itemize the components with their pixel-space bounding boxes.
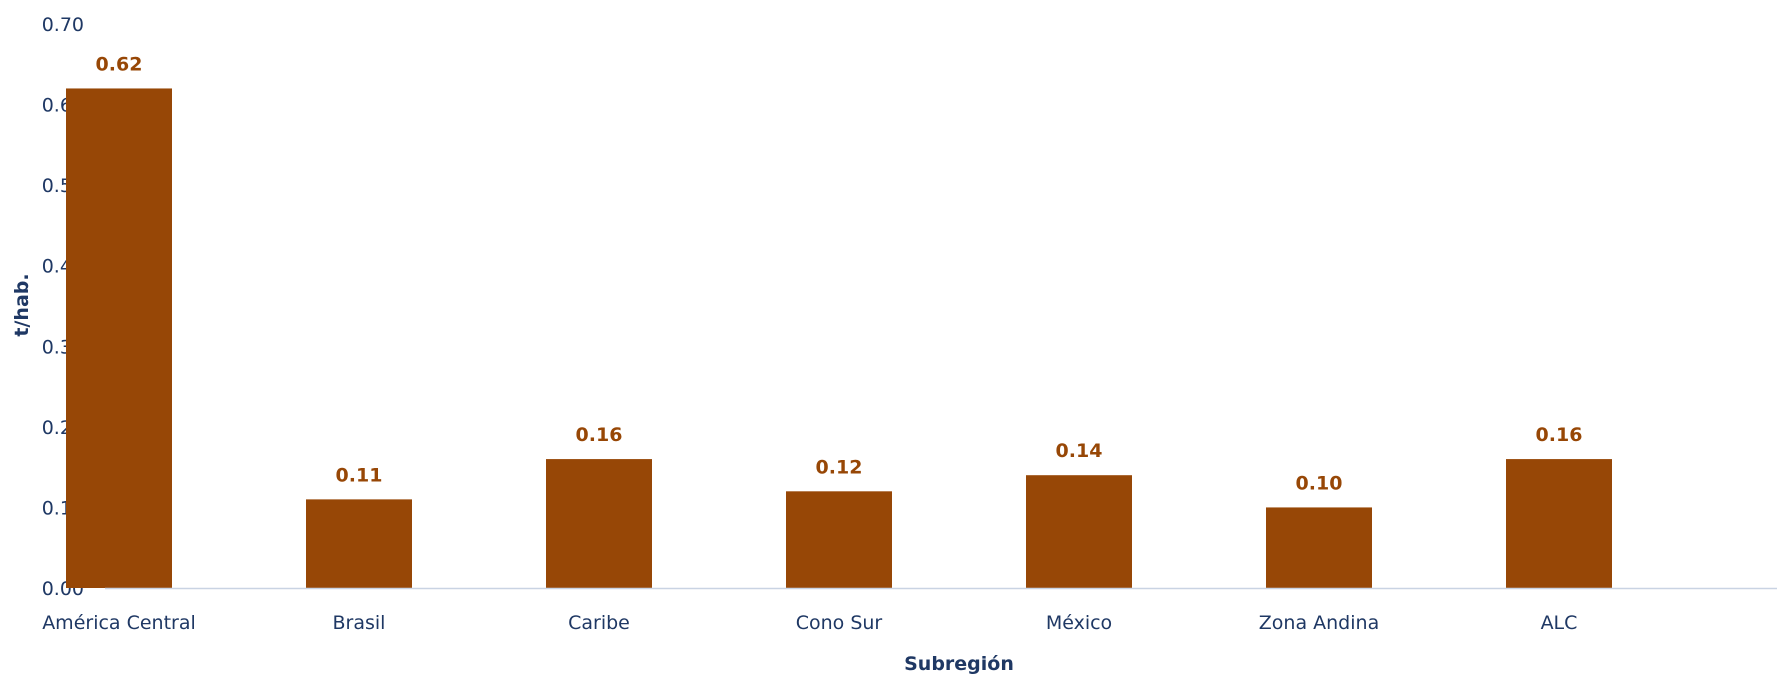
x-tick-label: Brasil [333,612,386,634]
x-tick-label: Caribe [568,612,630,634]
data-label: 0.10 [1296,472,1343,494]
x-axis-title: Subregión [904,653,1014,675]
x-tick-label: ALC [1541,612,1578,634]
data-labels: 0.62 0.11 0.16 0.12 0.14 0.10 0.16 [96,53,1583,494]
x-tick-label: Zona Andina [1259,612,1379,634]
y-tick-label: 0.70 [42,14,84,36]
bar [546,459,652,588]
x-tick-label: Cono Sur [796,612,883,634]
data-label: 0.16 [576,424,623,446]
data-label: 0.11 [336,464,383,486]
bar [1266,507,1372,588]
data-label: 0.62 [96,53,143,75]
data-label: 0.12 [816,456,863,478]
bar [66,88,172,588]
y-axis-title: t/hab. [11,273,33,336]
bars [66,88,1612,588]
bar [1506,459,1612,588]
data-label: 0.14 [1056,440,1103,462]
x-tick-label: México [1046,612,1112,634]
bar [306,499,412,588]
data-label: 0.16 [1536,424,1583,446]
bar [786,491,892,588]
x-axis: América Central Brasil Caribe Cono Sur Méxic… [42,587,1777,634]
bar [1026,475,1132,588]
x-tick-label: América Central [42,612,196,634]
